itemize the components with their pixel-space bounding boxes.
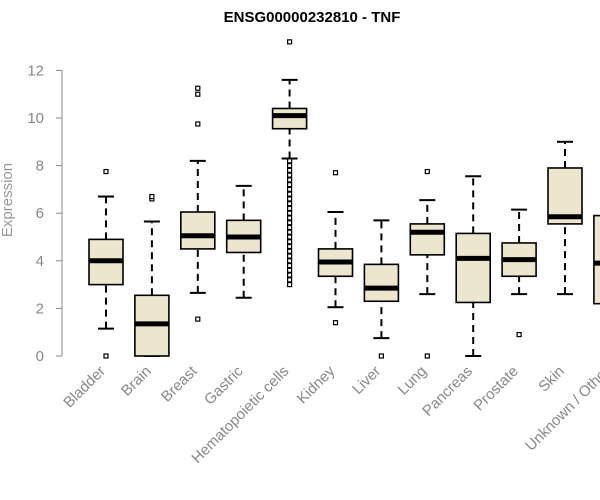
y-axis: 0 2 4 6 8 10 12 <box>27 62 63 365</box>
x-tick-label: Kidney <box>294 362 339 407</box>
x-tick-label: Gastric <box>201 362 247 408</box>
outlier-point <box>287 191 293 197</box>
x-tick-label: Liver <box>349 363 384 398</box>
outlier-point <box>332 170 339 176</box>
outlier-point <box>287 215 293 221</box>
outlier-point <box>287 172 293 178</box>
y-tick-label: 0 <box>36 348 44 365</box>
outlier-point <box>287 248 293 254</box>
outlier-point <box>287 253 293 259</box>
outlier-point <box>195 85 201 91</box>
iqr-box <box>409 223 446 256</box>
box-12 <box>593 214 600 305</box>
box-8 <box>409 168 446 359</box>
outlier-point <box>195 316 201 322</box>
outlier-point <box>332 320 339 326</box>
outlier-point <box>287 262 293 269</box>
outlier-point <box>287 201 293 207</box>
outlier-point <box>287 163 293 169</box>
x-tick-label: Lung <box>395 363 431 399</box>
x-tick-label: Bladder <box>60 363 109 412</box>
outlier-point <box>287 277 293 283</box>
outlier-point <box>287 196 293 202</box>
box-2 <box>134 193 170 357</box>
outlier-point <box>287 39 293 45</box>
outlier-point <box>287 182 293 188</box>
box-9 <box>455 175 492 357</box>
box-6 <box>317 170 354 326</box>
y-tick-label: 2 <box>36 300 44 317</box>
outlier-point <box>287 177 293 183</box>
outlier-point <box>287 210 293 216</box>
y-tick-label: 8 <box>36 158 44 175</box>
outlier-point <box>424 353 430 359</box>
outlier-point <box>287 258 293 264</box>
iqr-box <box>271 107 308 130</box>
y-tick-label: 6 <box>36 205 44 222</box>
outlier-point <box>287 239 293 245</box>
x-tick-label: Brain <box>118 363 155 400</box>
iqr-box <box>455 232 492 304</box>
y-axis-label: Expression <box>0 163 16 237</box>
box-4 <box>225 184 262 299</box>
iqr-box <box>180 211 216 250</box>
outlier-point <box>287 272 293 278</box>
y-tick-label: 12 <box>27 62 44 79</box>
outlier-point <box>287 186 293 192</box>
x-tick-label: Pancreas <box>419 363 476 420</box>
outlier-point <box>103 168 109 175</box>
outlier-point <box>378 353 384 359</box>
box-1 <box>88 168 124 359</box>
outlier-point <box>195 91 201 97</box>
iqr-box <box>363 263 400 303</box>
outlier-point <box>516 331 522 338</box>
outlier-point <box>287 158 293 164</box>
box-3 <box>180 85 216 322</box>
chart-title: ENSG00000232810 - TNF <box>224 9 401 26</box>
box-5 <box>271 39 308 288</box>
y-tick-label: 10 <box>27 110 44 127</box>
iqr-box <box>593 214 600 305</box>
x-tick-label: Breast <box>158 362 201 405</box>
outlier-point <box>287 267 293 273</box>
box-11 <box>547 140 583 296</box>
outlier-point <box>287 282 293 288</box>
outlier-point <box>103 353 109 359</box>
outlier-point <box>287 234 293 240</box>
outlier-point <box>287 243 293 250</box>
boxes <box>88 39 600 359</box>
x-tick-label: Prostate <box>470 363 522 415</box>
x-tick-label: Skin <box>535 363 568 396</box>
outlier-point <box>424 168 430 175</box>
outlier-point <box>149 193 155 200</box>
outlier-point <box>287 229 293 235</box>
outlier-point <box>287 167 293 173</box>
y-tick-label: 4 <box>36 253 44 270</box>
box-7 <box>363 219 400 359</box>
outlier-point <box>287 220 293 226</box>
outlier-point <box>195 121 201 127</box>
box-10 <box>501 208 537 338</box>
outlier-point <box>287 224 293 231</box>
outlier-point <box>287 205 293 212</box>
